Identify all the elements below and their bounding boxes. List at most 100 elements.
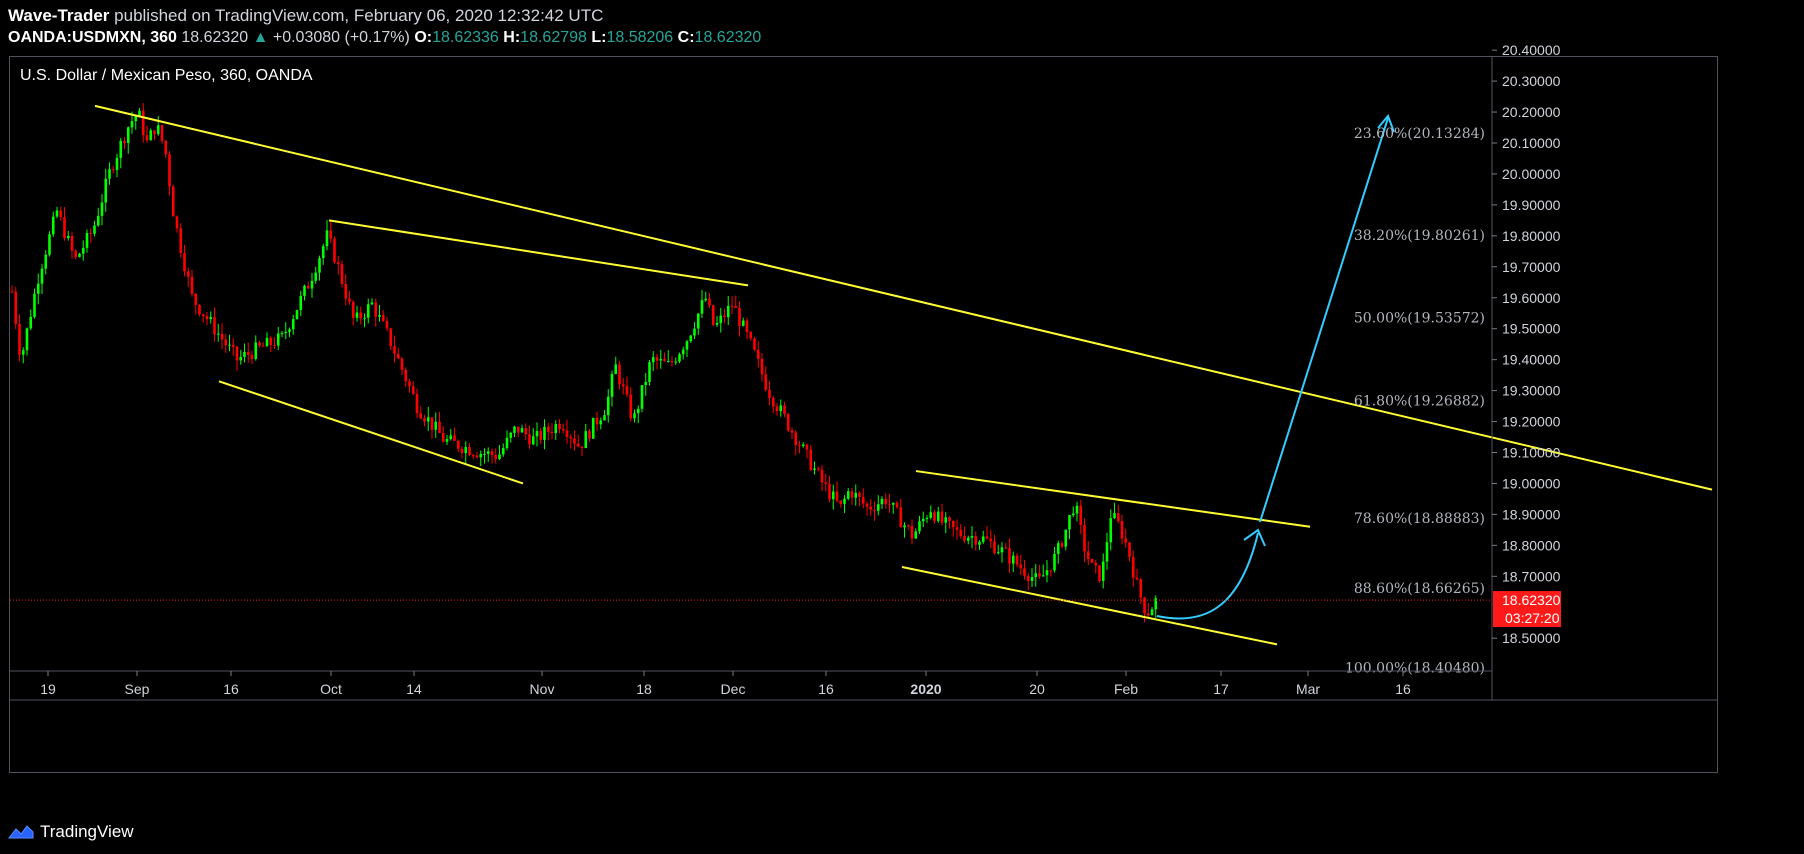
close-value: 18.62320	[694, 29, 762, 46]
candle-up	[779, 405, 783, 412]
candle-down	[374, 302, 378, 317]
price-tick-label: 19.60000	[1502, 290, 1561, 306]
candle-down	[145, 135, 149, 141]
candle-up	[726, 305, 730, 318]
candle-down	[809, 449, 813, 470]
projection-line[interactable]	[1259, 117, 1389, 523]
fib-level-label: 88.60%(18.66265)	[1354, 581, 1485, 597]
candle-down	[194, 293, 198, 305]
fib-level-label: 38.20%(19.80261)	[1354, 228, 1485, 244]
candle-down	[985, 536, 989, 539]
candle-down	[621, 384, 625, 387]
candle-down	[14, 291, 18, 324]
up-triangle-icon: ▲	[252, 29, 269, 46]
price-tick-label: 18.70000	[1502, 568, 1561, 584]
candle-up	[648, 362, 651, 383]
candle-down	[359, 312, 363, 319]
candle-down	[820, 469, 824, 483]
candle-down	[1049, 570, 1053, 572]
trendline-main-resistance[interactable]	[94, 104, 1713, 491]
candle-down	[884, 498, 888, 505]
high-label: H:	[503, 29, 521, 46]
candle-down	[224, 339, 228, 346]
candle-down	[153, 130, 156, 135]
candle-up	[299, 295, 303, 311]
candle-up	[96, 215, 100, 226]
candle-down	[453, 435, 456, 441]
price-tick-label: 20.20000	[1502, 104, 1561, 120]
candle-down	[393, 346, 396, 354]
candle-down	[595, 417, 599, 425]
candle-down	[1079, 505, 1083, 525]
candle-down	[550, 431, 554, 434]
candle-up	[704, 298, 708, 301]
candle-down	[933, 512, 936, 521]
candle-down	[348, 298, 351, 302]
candle-down	[160, 125, 164, 141]
candle-up	[996, 552, 1000, 554]
candle-down	[1120, 520, 1124, 539]
candle-down	[460, 448, 464, 454]
symbol-name[interactable]: OANDA:USDMXN, 360	[8, 29, 177, 46]
candle-down	[764, 374, 768, 390]
price-tick-label: 19.40000	[1502, 352, 1561, 368]
candle-down	[389, 328, 393, 347]
candle-down	[861, 496, 865, 504]
projection-curve[interactable]	[1156, 532, 1259, 620]
candle-down	[1086, 551, 1090, 559]
candle-down	[1083, 524, 1086, 552]
fib-level-label: 50.00%(19.53572)	[1354, 311, 1485, 327]
candle-down	[786, 414, 790, 431]
candle-down	[340, 264, 344, 284]
candle-down	[655, 357, 659, 361]
candle-up	[265, 337, 269, 347]
candle-up	[426, 417, 430, 422]
candle-up	[929, 512, 933, 518]
price-tick-label: 19.00000	[1502, 475, 1561, 491]
time-tick-label: 16	[223, 681, 239, 697]
candle-down	[738, 308, 741, 326]
author-name[interactable]: Wave-Trader	[8, 6, 110, 25]
candle-down	[441, 433, 445, 442]
time-tick-label: Oct	[320, 681, 342, 697]
candle-up	[209, 317, 213, 320]
candle-up	[696, 313, 700, 329]
trendline-channel-bottom[interactable]	[901, 566, 1278, 646]
time-tick-label: Sep	[125, 681, 150, 697]
candle-down	[558, 424, 561, 430]
candle-up	[291, 319, 295, 330]
candle-up	[239, 356, 243, 361]
candle-up	[843, 498, 846, 504]
candle-down	[235, 346, 239, 361]
candle-up	[156, 125, 160, 135]
candle-up	[966, 537, 970, 541]
candle-up	[1068, 515, 1071, 530]
candle-up	[674, 361, 678, 363]
candle-up	[1000, 547, 1004, 553]
candle-up	[216, 333, 220, 335]
candle-down	[1094, 562, 1098, 566]
candle-down	[561, 429, 565, 431]
publish-header: Wave-Trader published on TradingView.com…	[0, 0, 1804, 56]
trendline-channel-top[interactable]	[915, 470, 1311, 528]
candle-up	[449, 435, 453, 440]
candle-down	[18, 323, 21, 355]
time-tick-label: Dec	[721, 681, 746, 697]
candle-up	[100, 202, 104, 216]
candle-down	[955, 527, 959, 530]
trendline-secondary-resistance[interactable]	[328, 219, 749, 287]
price-change: +0.03080 (+0.17%)	[272, 29, 410, 46]
tradingview-branding[interactable]: TradingView	[8, 820, 134, 844]
time-tick-label: 17	[1213, 681, 1229, 697]
candle-up	[78, 253, 81, 258]
candle-up	[498, 454, 501, 459]
chart-pane[interactable]	[9, 56, 1718, 773]
trendline-support-1[interactable]	[218, 380, 524, 485]
candle-down	[1090, 558, 1094, 563]
candle-down	[974, 536, 978, 545]
candle-down	[1060, 543, 1064, 547]
candle-up	[486, 451, 490, 454]
candle-up	[81, 247, 85, 254]
candle-up	[284, 331, 288, 333]
